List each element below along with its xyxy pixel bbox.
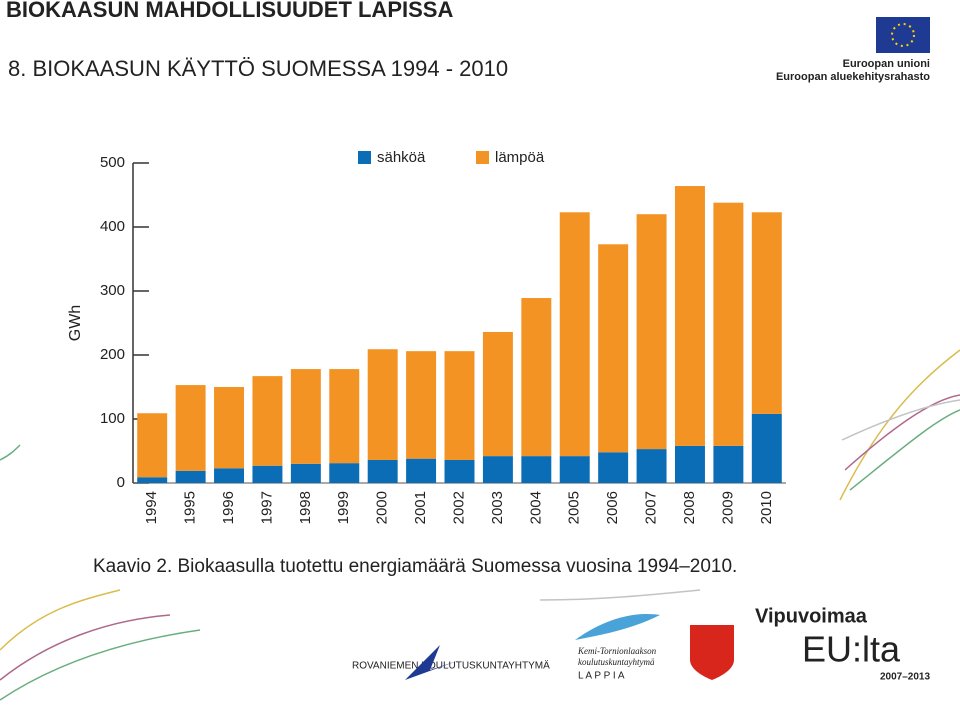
bar-segment [521, 456, 552, 483]
bar-segment [290, 369, 321, 464]
bar-segment [406, 351, 437, 459]
x-tick-label: 2003 [489, 491, 506, 524]
bar-segment [521, 298, 552, 457]
x-tick-label: 2004 [527, 491, 544, 524]
bar-segment [367, 349, 398, 460]
x-tick-label: 2005 [566, 491, 583, 524]
bar-segment [636, 214, 667, 450]
x-tick-label: 2000 [374, 491, 391, 524]
logo-icon [405, 645, 460, 680]
decoration [0, 349, 960, 701]
logo-text: EU:lta [802, 629, 901, 670]
logo-text: L A P P I A [578, 671, 625, 682]
x-tick-label: 2007 [643, 491, 660, 524]
slide-subtitle: 8. BIOKAASUN KÄYTTÖ SUOMESSA 1994 - 2010 [8, 56, 508, 81]
y-tick-label: 200 [100, 346, 125, 363]
bar-segment [751, 212, 782, 414]
bar-segment [482, 456, 513, 483]
bar-segment [713, 202, 744, 446]
legend-swatch [476, 151, 489, 164]
x-tick-label: 2009 [719, 491, 736, 524]
x-tick-label: 2006 [604, 491, 621, 524]
eu-text: Euroopan unioni [843, 58, 930, 70]
bar-segment [214, 468, 245, 483]
bar-segment [674, 445, 705, 483]
x-tick-label: 1997 [258, 491, 275, 524]
eu-text: Euroopan aluekehitysrahasto [776, 71, 930, 83]
bar-segment [406, 458, 437, 483]
y-tick-label: 400 [100, 218, 125, 235]
x-tick-label: 2001 [412, 491, 429, 524]
bar-segment [444, 351, 475, 460]
x-tick-label: 2008 [681, 491, 698, 524]
logo-text: ROVANIEMEN KOULUTUSKUNTAYHTYMÄ [352, 660, 550, 672]
bar-segment [751, 413, 782, 483]
bar-segment [137, 477, 168, 483]
bar-segment [290, 463, 321, 483]
y-tick-label: 100 [100, 410, 125, 427]
bar-segment [252, 465, 283, 483]
bar-segment [674, 186, 705, 446]
bar-segment [559, 456, 590, 483]
x-tick-label: 1996 [220, 491, 237, 524]
y-tick-label: 300 [100, 282, 125, 299]
legend-swatch [358, 151, 371, 164]
bar-segment [367, 459, 398, 483]
logo-text: Kemi-Tornionlaakson [577, 646, 657, 656]
bar-segment [598, 452, 629, 483]
bar-segment [482, 331, 513, 457]
coat-of-arms [690, 625, 734, 680]
eu-stars [891, 23, 915, 47]
logo-text: Vipuvoimaa [755, 605, 868, 627]
bar-segment [252, 376, 283, 466]
x-tick-label: 1994 [143, 491, 160, 524]
logo-icon [575, 614, 660, 640]
x-tick-label: 2002 [450, 491, 467, 524]
bar-segment [175, 385, 206, 471]
bar-segment [598, 244, 629, 453]
legend-label: lämpöä [495, 149, 545, 166]
bar-segment [329, 463, 360, 483]
y-tick-label: 0 [117, 474, 125, 491]
bar-segment [137, 413, 168, 478]
chart-caption: Kaavio 2. Biokaasulla tuotettu energiamä… [93, 556, 737, 577]
x-tick-label: 1998 [297, 491, 314, 524]
y-axis-label: GWh [67, 305, 84, 341]
logo-text: koulutuskuntayhtymä [578, 657, 655, 667]
slide-title: BIOKAASUN MAHDOLLISUUDET LAPISSA [6, 0, 453, 22]
bar-segment [559, 212, 590, 457]
bar-segment [214, 387, 245, 469]
bar-segment [329, 369, 360, 464]
bar-segment [713, 445, 744, 483]
x-tick-label: 1995 [182, 491, 199, 524]
bar-segment [444, 459, 475, 483]
x-tick-label: 1999 [335, 491, 352, 524]
bar-segment [636, 449, 667, 483]
logo-text: 2007–2013 [880, 672, 930, 683]
bar-segment [175, 470, 206, 483]
y-tick-label: 500 [100, 154, 125, 171]
legend-label: sähköä [377, 149, 426, 166]
x-tick-label: 2010 [758, 491, 775, 524]
eu-flag [876, 17, 930, 53]
